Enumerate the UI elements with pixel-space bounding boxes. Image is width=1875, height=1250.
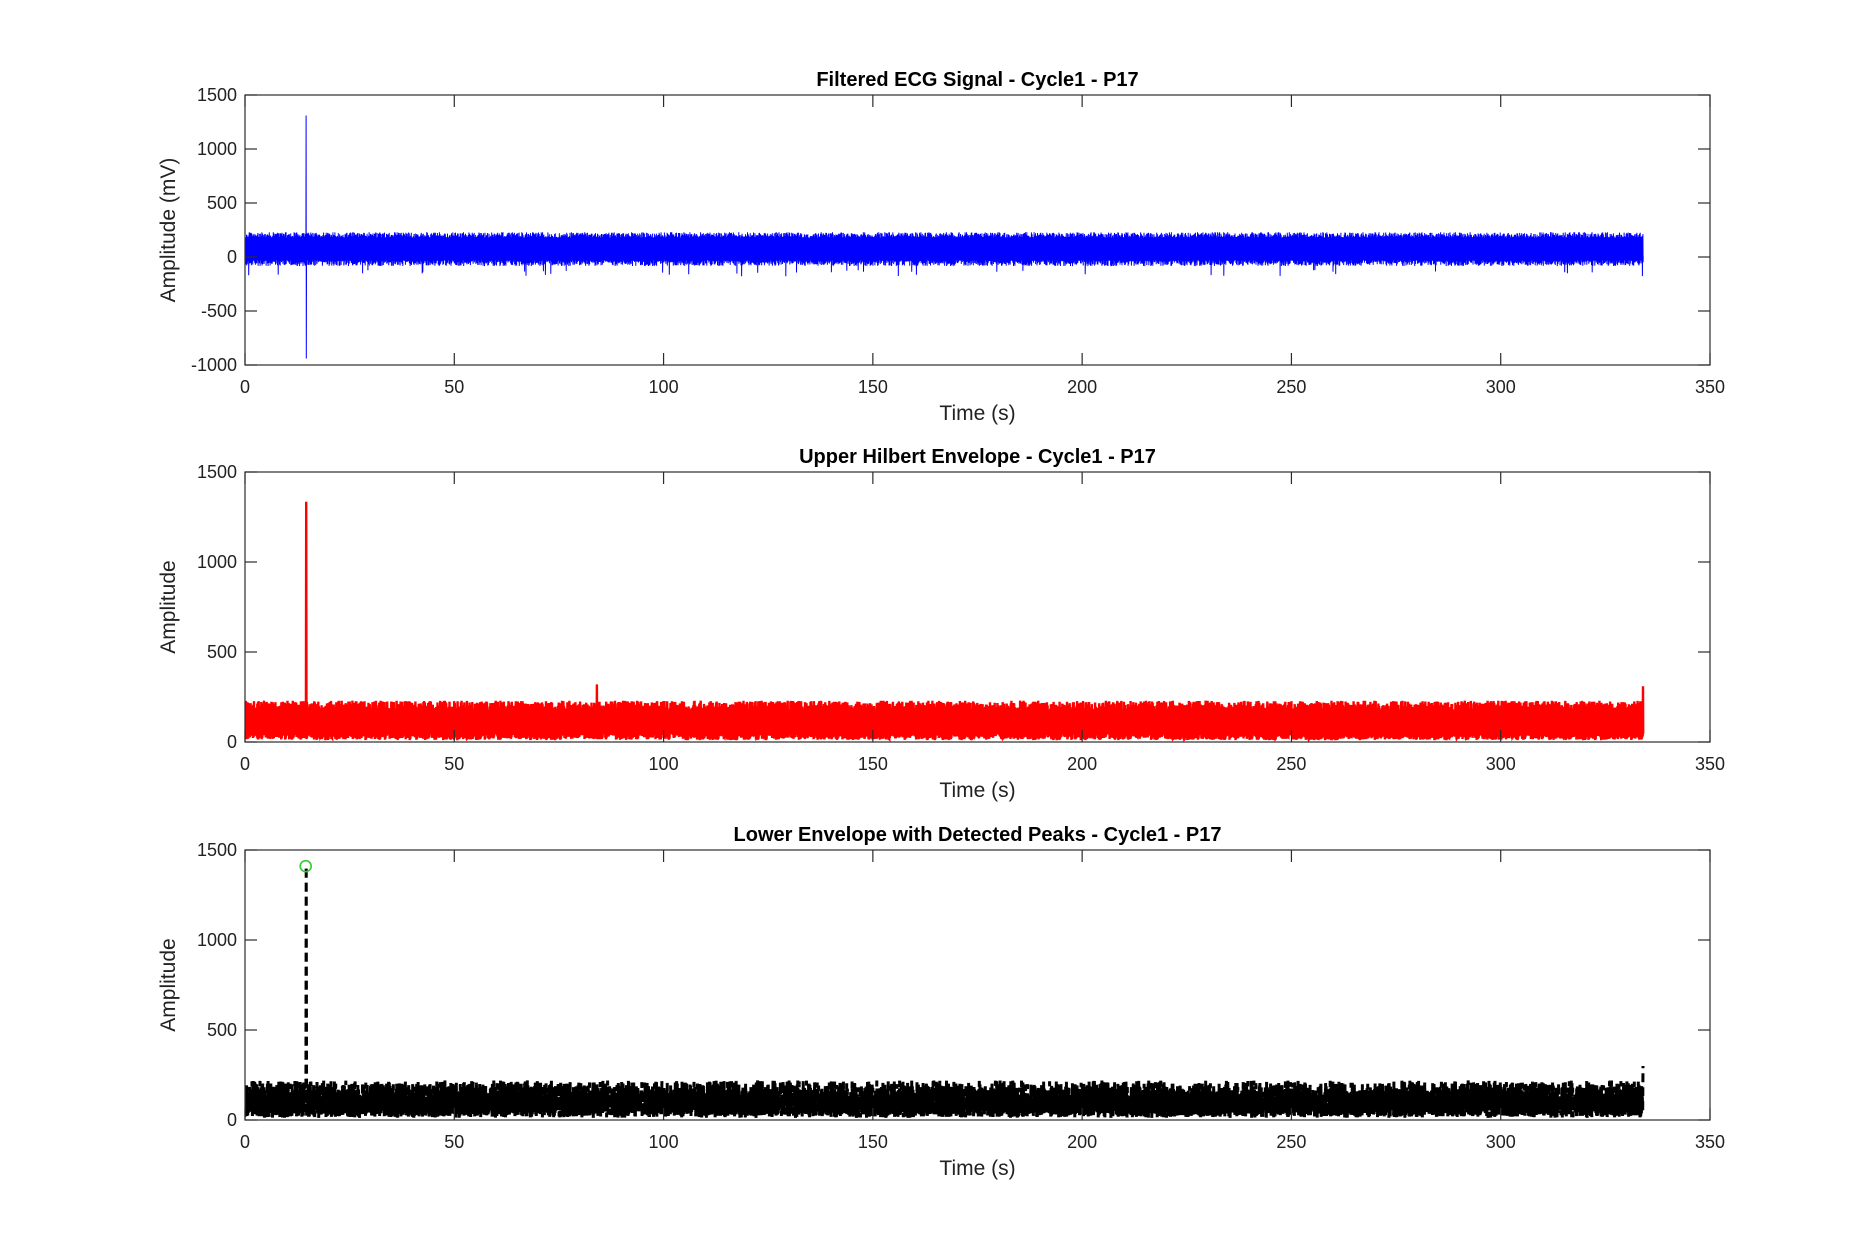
y-tick-label: 500 (207, 193, 237, 213)
lower-envelope-axes: 0 50 100 150 200 250 300 350 0 500 1000 1500 Lower E… (157, 824, 1725, 1180)
x-tick-label: 100 (649, 1132, 679, 1152)
x-tick-label: 300 (1486, 1132, 1516, 1152)
x-tick-label: 300 (1486, 377, 1516, 397)
axes-frame (244, 94, 1711, 366)
y-tick-label: 1500 (197, 840, 237, 860)
axes-frame (244, 849, 1711, 1121)
series-line-0 (245, 115, 1644, 359)
x-axis-label: Time (s) (939, 402, 1015, 425)
y-tick-label: 0 (227, 1110, 237, 1130)
plot-area (245, 859, 1645, 1118)
x-tick-label: 250 (1276, 377, 1306, 397)
x-tick-label: 100 (649, 754, 679, 774)
x-tick-label: 100 (649, 377, 679, 397)
x-tick-label: 350 (1695, 754, 1725, 774)
x-tick-label: 150 (858, 377, 888, 397)
y-tick-label: -1000 (191, 355, 237, 375)
y-axis-label: Amplitude (mV) (157, 158, 180, 303)
x-tick-label: 150 (858, 754, 888, 774)
x-tick-label: 0 (240, 754, 250, 774)
y-tick-label: 0 (227, 732, 237, 752)
y-tick-label: 0 (227, 247, 237, 267)
x-tick-label: 50 (444, 754, 464, 774)
y-tick-label: 1000 (197, 139, 237, 159)
y-axis-label: Amplitude (157, 938, 180, 1031)
x-tick-label: 300 (1486, 754, 1516, 774)
series-line-0 (245, 501, 1645, 742)
x-tick-label: 150 (858, 1132, 888, 1152)
y-tick-label: 500 (207, 1020, 237, 1040)
series-line-0 (245, 866, 1645, 1118)
axes-title: Filtered ECG Signal - Cycle1 - P17 (816, 69, 1138, 91)
axes-frame (244, 471, 1711, 743)
x-tick-label: 350 (1695, 377, 1725, 397)
x-tick-label: 200 (1067, 1132, 1097, 1152)
x-tick-label: 200 (1067, 377, 1097, 397)
plot-area (245, 115, 1644, 359)
x-tick-label: 50 (444, 1132, 464, 1152)
y-tick-label: 500 (207, 642, 237, 662)
y-axis-label: Amplitude (157, 560, 180, 653)
upper-envelope-axes: 0 50 100 150 200 250 300 350 0 500 1000 1500 Upper H… (157, 446, 1725, 802)
ecg-signal-axes: 0 50 100 150 200 250 300 350 -1000 -500 0 500 1000 15… (157, 69, 1725, 425)
y-tick-label: 1500 (197, 85, 237, 105)
x-tick-label: 50 (444, 377, 464, 397)
x-tick-label: 0 (240, 1132, 250, 1152)
axes-title: Upper Hilbert Envelope - Cycle1 - P17 (799, 446, 1156, 468)
x-tick-label: 0 (240, 377, 250, 397)
y-tick-label: 1000 (197, 552, 237, 572)
plot-area (245, 501, 1645, 742)
detected-peak-marker (299, 859, 312, 873)
y-tick-label: 1000 (197, 930, 237, 950)
x-tick-label: 200 (1067, 754, 1097, 774)
y-tick-label: 1500 (197, 462, 237, 482)
y-tick-label: -500 (201, 301, 237, 321)
x-tick-label: 250 (1276, 754, 1306, 774)
x-tick-label: 250 (1276, 1132, 1306, 1152)
axes-title: Lower Envelope with Detected Peaks - Cyc… (734, 824, 1222, 846)
x-axis-label: Time (s) (939, 779, 1015, 802)
x-tick-label: 350 (1695, 1132, 1725, 1152)
x-axis-label: Time (s) (939, 1157, 1015, 1180)
